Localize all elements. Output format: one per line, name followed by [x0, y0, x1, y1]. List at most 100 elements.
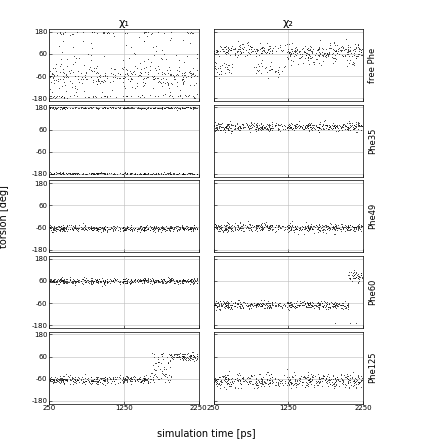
Point	[351, 274, 358, 281]
Point	[223, 122, 230, 129]
Point	[224, 49, 231, 56]
Point	[339, 224, 346, 231]
Point	[315, 125, 322, 132]
Point	[242, 221, 249, 228]
Point	[135, 378, 142, 385]
Point	[297, 123, 303, 130]
Point	[172, 223, 179, 231]
Point	[167, 169, 173, 176]
Point	[234, 125, 241, 132]
Point	[285, 123, 292, 130]
Point	[181, 277, 188, 284]
Point	[305, 121, 312, 128]
Point	[144, 221, 151, 228]
Point	[295, 47, 302, 54]
Point	[167, 276, 173, 283]
Point	[75, 170, 82, 178]
Point	[281, 125, 288, 132]
Point	[259, 227, 266, 234]
Point	[311, 384, 317, 391]
Point	[155, 170, 162, 177]
Point	[63, 225, 70, 232]
Point	[137, 72, 144, 79]
Point	[62, 376, 69, 384]
Point	[60, 227, 66, 234]
Point	[60, 93, 67, 100]
Point	[249, 373, 256, 380]
Point	[67, 221, 74, 228]
Point	[58, 274, 65, 281]
Point	[225, 300, 232, 307]
Point	[297, 50, 303, 58]
Point	[159, 223, 166, 230]
Point	[266, 224, 273, 231]
Point	[276, 41, 283, 48]
Point	[223, 299, 230, 306]
Point	[266, 120, 272, 128]
Point	[169, 80, 176, 87]
Point	[94, 373, 101, 380]
Point	[289, 126, 295, 133]
Point	[261, 47, 268, 54]
Point	[339, 46, 346, 54]
Point	[175, 227, 182, 234]
Point	[163, 366, 170, 373]
Point	[328, 298, 334, 306]
Point	[347, 225, 354, 232]
Point	[231, 50, 238, 58]
Point	[299, 301, 306, 309]
Point	[306, 300, 313, 307]
Point	[166, 276, 173, 283]
Point	[288, 304, 295, 311]
Point	[116, 279, 123, 286]
Point	[287, 125, 294, 132]
Point	[244, 41, 251, 48]
Point	[108, 379, 115, 386]
Point	[115, 75, 122, 82]
Point	[293, 381, 300, 388]
Point	[238, 374, 245, 381]
Point	[101, 170, 108, 178]
Point	[94, 375, 101, 382]
Point	[350, 125, 357, 132]
Point	[284, 298, 291, 305]
Point	[337, 302, 344, 309]
Point	[63, 104, 70, 111]
Point	[184, 225, 190, 232]
Point	[58, 378, 65, 385]
Point	[141, 75, 147, 82]
Point	[343, 123, 350, 130]
Point	[186, 226, 193, 233]
Point	[317, 298, 324, 305]
Point	[108, 224, 115, 231]
Point	[47, 376, 54, 384]
Point	[313, 222, 320, 229]
Point	[300, 223, 307, 230]
Point	[324, 382, 331, 389]
Point	[188, 104, 195, 112]
Point	[225, 300, 232, 307]
Point	[343, 373, 350, 380]
Point	[110, 74, 116, 81]
Point	[236, 224, 243, 231]
Point	[353, 376, 360, 384]
Point	[353, 272, 360, 279]
Point	[89, 277, 96, 285]
Point	[281, 303, 288, 310]
Point	[151, 228, 158, 235]
Point	[264, 221, 270, 228]
Point	[184, 226, 191, 233]
Point	[246, 42, 253, 50]
Point	[94, 224, 100, 231]
Point	[60, 276, 67, 283]
Point	[275, 222, 282, 229]
Point	[146, 372, 153, 379]
Point	[244, 378, 251, 385]
Point	[96, 169, 103, 177]
Point	[95, 76, 102, 83]
Point	[252, 303, 259, 310]
Point	[135, 170, 142, 177]
Point	[276, 128, 283, 135]
Point	[259, 376, 266, 383]
Point	[133, 79, 140, 87]
